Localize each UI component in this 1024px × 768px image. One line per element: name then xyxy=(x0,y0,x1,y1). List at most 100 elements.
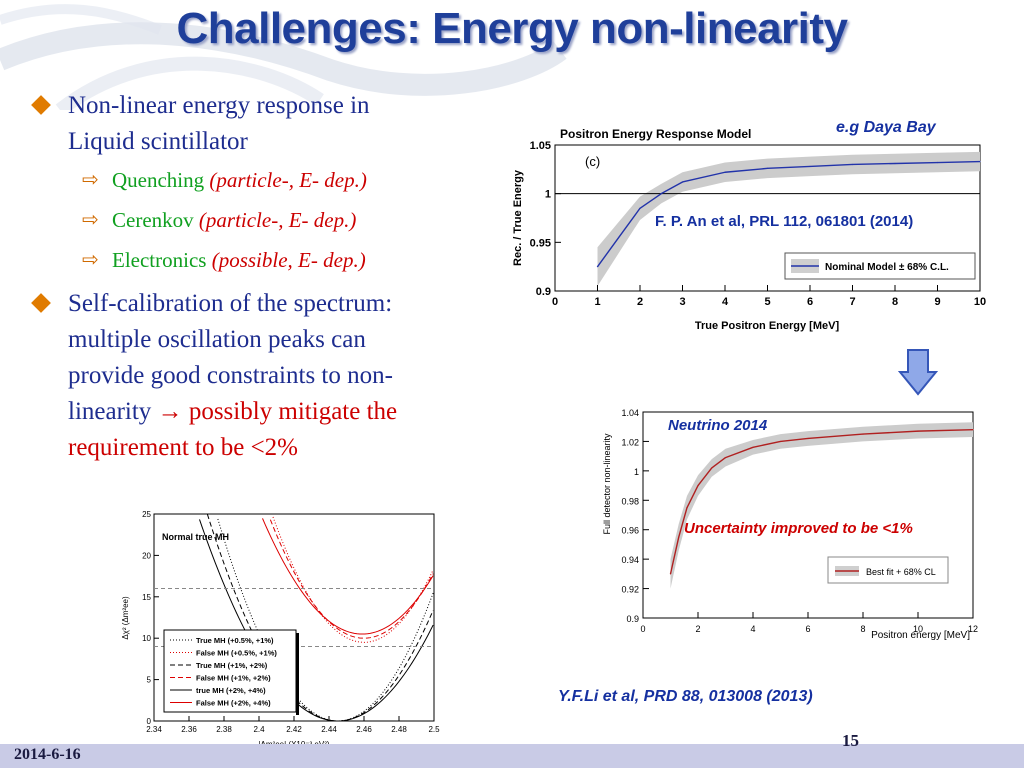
series-segment xyxy=(678,507,688,538)
x-tick-label: 9 xyxy=(934,296,940,308)
y-axis-label: Full detector non-linearity xyxy=(602,433,612,535)
chi2-curve xyxy=(269,519,434,639)
series-segment xyxy=(639,193,662,209)
x-tick-label: 12 xyxy=(968,624,978,634)
y-tick-label: 0.92 xyxy=(621,585,639,595)
data-point xyxy=(972,429,974,431)
x-tick-label: 2.4 xyxy=(253,725,265,734)
data-point xyxy=(917,430,919,432)
data-point xyxy=(681,181,684,183)
x-tick-label: 2.36 xyxy=(181,725,197,734)
y-tick-label: 1 xyxy=(634,467,639,477)
x-tick-label: 2.46 xyxy=(356,725,372,734)
x-tick-label: 8 xyxy=(892,296,898,308)
data-point xyxy=(724,457,727,459)
series-segment xyxy=(807,433,864,440)
sub-item-note: (particle-, E- dep.) xyxy=(198,208,357,232)
series-segment xyxy=(697,467,713,487)
series-segment xyxy=(724,167,768,173)
y-tick-label: 0.98 xyxy=(621,496,639,506)
nominal-model-line xyxy=(596,160,981,268)
y-tick-label: 15 xyxy=(142,593,151,602)
y-tick-label: 0 xyxy=(147,717,152,726)
bullet-text: Non-linear energy response in xyxy=(68,92,370,119)
bullet-text: requirement to be <2% xyxy=(68,434,298,461)
y-tick-label: 20 xyxy=(142,551,151,560)
data-point xyxy=(807,437,809,440)
legend-entry: true MH (+2%, +4%) xyxy=(196,686,266,695)
sub-item-label: Cerenkov xyxy=(112,208,194,232)
bullet-nonlinear: Non-linear energy response in Liquid sci… xyxy=(30,88,500,160)
y-tick-label: 1.05 xyxy=(530,140,551,152)
x-tick-label: 4 xyxy=(750,624,755,634)
data-point xyxy=(779,440,782,443)
y-axis-label: Rec. / True Energy xyxy=(512,169,524,266)
legend-shadow xyxy=(296,633,299,715)
x-tick-label: 2 xyxy=(637,296,643,308)
x-tick-label: 6 xyxy=(805,624,810,634)
delta-chi2-chart: 2.34 2.36 2.38 2.4 2.42 2.44 2.46 2.48 2.5 0 5 10 15… xyxy=(114,506,454,754)
data-point xyxy=(752,446,754,448)
series-segment xyxy=(669,536,680,575)
panel-tag: (c) xyxy=(585,154,600,169)
diamond-bullet-icon xyxy=(31,293,51,313)
sub-item-electronics: ⇨ Electronics (possible, E- dep.) xyxy=(30,240,500,280)
neutrino-2014-label: Neutrino 2014 xyxy=(668,417,768,434)
y-axis-label: Δχ² (Δm²ee) xyxy=(121,596,130,640)
legend-entry: False MH (+0.5%, +1%) xyxy=(196,649,277,658)
sub-item-note: (particle-, E- dep.) xyxy=(209,168,367,192)
data-point xyxy=(678,536,680,538)
bullet-text: linearity → possibly mitigate the xyxy=(68,394,500,430)
series-segment xyxy=(618,207,641,238)
data-point xyxy=(724,171,726,173)
series-segment xyxy=(686,485,699,508)
series-segment xyxy=(894,161,938,165)
y-tick-label: 10 xyxy=(142,634,151,643)
y-tick-label: 1 xyxy=(545,189,551,201)
arrow-right-icon: ⇨ xyxy=(82,209,99,231)
series-segment xyxy=(780,437,809,443)
series-segment xyxy=(725,446,754,459)
chi2-curve xyxy=(217,518,434,722)
y-tick-label: 0.9 xyxy=(626,614,639,624)
chi2-curve xyxy=(262,518,434,635)
data-point xyxy=(596,266,599,268)
x-tick-label: 2.44 xyxy=(321,725,337,734)
legend-entry: False MH (+2%, +4%) xyxy=(196,699,271,708)
neutrino-2014-nonlinearity-chart: 0 2 4 6 8 10 12 0.9 0.92 0.94 0.96 0.98 1 1.02 1.04 Po… xyxy=(598,404,998,644)
legend-entry: False MH (+1%, +2%) xyxy=(196,674,271,683)
bullet-text-part: linearity xyxy=(68,398,152,425)
x-axis-label: Positron energy [MeV] xyxy=(871,630,970,641)
data-point xyxy=(660,193,662,195)
x-axis-label: True Positron Energy [MeV] xyxy=(695,320,840,332)
sub-item-label: Quenching xyxy=(112,168,205,192)
x-tick-label: 10 xyxy=(913,624,923,634)
series-segment xyxy=(767,165,811,170)
chi2-legend: True MH (+0.5%, +1%) False MH (+0.5%, +1%… xyxy=(163,629,299,715)
series-segment xyxy=(682,171,726,183)
chi2-curves xyxy=(154,514,434,722)
x-tick-label: 3 xyxy=(679,296,685,308)
data-point xyxy=(711,467,713,469)
bullet-text-part: possibly mitigate the xyxy=(188,398,398,425)
y-tick-label: 1.02 xyxy=(621,437,639,447)
series-segment xyxy=(711,457,726,469)
chi2-curve xyxy=(272,516,434,643)
y-tick-label: 1.04 xyxy=(621,408,639,418)
best-fit-line xyxy=(669,428,974,575)
chi2-curve xyxy=(199,519,434,722)
axis-ticks: 2.34 2.36 2.38 2.4 2.42 2.44 2.46 2.48 2.5 0 5 10 15… xyxy=(142,510,440,734)
x-tick-label: 0 xyxy=(640,624,645,634)
bullet-text: Liquid scintillator xyxy=(68,128,248,155)
data-point xyxy=(851,163,854,166)
sub-item-quenching: ⇨ Quenching (particle-, E- dep.) xyxy=(30,160,500,200)
down-arrow-icon xyxy=(898,349,938,396)
x-tick-label: 4 xyxy=(722,296,729,308)
daya-bay-response-chart: Positron Energy Response Model (c) 0 1 2 3 4… xyxy=(505,118,1005,336)
x-tick-label: 8 xyxy=(860,624,865,634)
band-area xyxy=(597,151,980,287)
data-point xyxy=(618,236,620,239)
bullet-list: Non-linear energy response in Liquid sci… xyxy=(30,88,500,466)
data-point xyxy=(894,162,896,165)
axis-ticks: 0 1 2 3 4 5 6 7 8 9 10 0.9 0.95 1 1.05 xyxy=(530,140,987,308)
